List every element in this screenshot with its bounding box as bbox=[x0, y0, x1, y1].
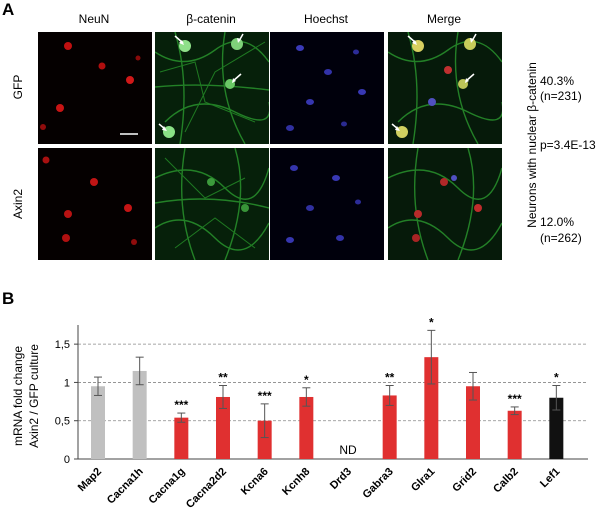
image-gfp-hoechst bbox=[270, 32, 384, 144]
image-axin2-merge bbox=[388, 148, 502, 260]
y-tick-label: 0,5 bbox=[55, 416, 70, 428]
significance-label: * bbox=[304, 373, 309, 387]
significance-label: * bbox=[429, 315, 434, 329]
y-tick-label: 1,5 bbox=[55, 339, 70, 351]
bar bbox=[424, 357, 439, 459]
x-tick-label: Kcnh8 bbox=[280, 466, 312, 498]
x-tick-label: Kcna6 bbox=[239, 466, 271, 498]
column-header-neun: NeuN bbox=[78, 12, 110, 26]
axin2-n-count: (n=262) bbox=[540, 231, 582, 245]
significance-label: *** bbox=[258, 389, 272, 403]
x-tick-label: Cacna1g bbox=[147, 466, 188, 507]
bar bbox=[174, 417, 189, 459]
bar bbox=[132, 370, 147, 459]
image-gfp-neun bbox=[38, 32, 152, 144]
x-tick-label: Drd3 bbox=[328, 466, 354, 492]
image-axin2-beta-catenin bbox=[155, 148, 269, 260]
gfp-percentage: 40.3% bbox=[540, 74, 575, 88]
bar bbox=[91, 386, 105, 459]
bar bbox=[299, 396, 314, 459]
x-tick-label: Map2 bbox=[76, 466, 104, 494]
significance-label: *** bbox=[508, 392, 522, 406]
bar bbox=[507, 410, 522, 459]
x-tick-label: Cacna2d2 bbox=[184, 466, 229, 511]
x-tick-label: Lef1 bbox=[538, 466, 562, 490]
bar bbox=[216, 396, 230, 459]
x-tick-label: Cacna1h bbox=[105, 465, 146, 506]
gfp-n-count: (n=231) bbox=[540, 89, 582, 103]
image-gfp-beta-catenin bbox=[155, 32, 269, 144]
significance-label: ** bbox=[385, 370, 395, 384]
column-header-hoechst: Hoechst bbox=[303, 12, 349, 26]
image-axin2-hoechst bbox=[270, 148, 384, 260]
y-tick-label: 0 bbox=[64, 454, 70, 466]
significance-label: *** bbox=[174, 398, 188, 412]
bar bbox=[549, 397, 564, 459]
column-header-beta-catenin: β-catenin bbox=[186, 12, 236, 26]
x-tick-label: Glra1 bbox=[409, 466, 437, 494]
p-value: p=3.4E-13 bbox=[540, 138, 596, 152]
significance-label: * bbox=[554, 370, 559, 384]
bar bbox=[257, 420, 272, 459]
image-axin2-neun bbox=[38, 148, 152, 260]
x-tick-label: Calb2 bbox=[491, 466, 521, 496]
significance-label: ND bbox=[339, 443, 357, 457]
significance-label: ** bbox=[218, 370, 228, 384]
axin2-percentage: 12.0% bbox=[540, 215, 575, 229]
panel-b-letter: B bbox=[2, 289, 15, 308]
image-gfp-merge bbox=[388, 32, 502, 144]
panel-a-letter: A bbox=[2, 0, 15, 19]
bar bbox=[466, 386, 480, 459]
x-tick-label: Gabra3 bbox=[360, 466, 395, 501]
column-header-merge: Merge bbox=[426, 12, 461, 26]
bar bbox=[382, 395, 397, 459]
x-tick-label: Grid2 bbox=[450, 466, 479, 495]
y-tick-label: 1 bbox=[64, 377, 70, 389]
